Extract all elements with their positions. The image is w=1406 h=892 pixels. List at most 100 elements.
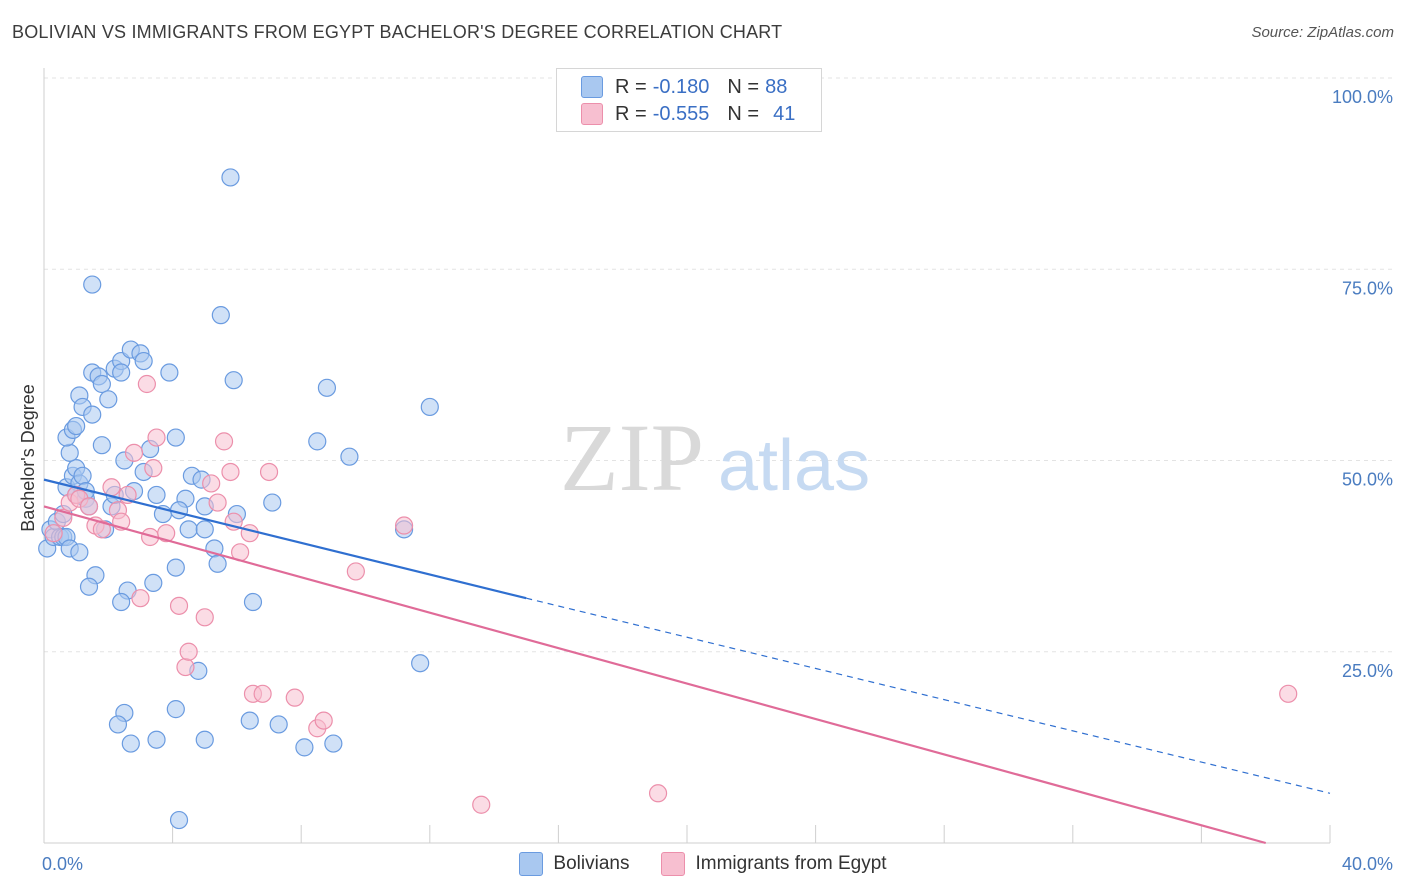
bolivian-trend-line [43,478,527,600]
egypt-point [253,684,272,703]
bottom-legend-swatch-pink [661,852,686,876]
bolivian-point [166,428,185,447]
bolivian-point [420,397,439,417]
egypt-point [648,784,668,803]
egypt-point [346,562,365,581]
bolivian-point [99,390,118,409]
bolivian-point [92,436,111,455]
legend-r-value: -0.180 [652,75,710,98]
bolivian-point [83,405,102,424]
bolivian-point [243,592,263,612]
bolivian-point [134,351,153,371]
bolivian-point [240,711,259,730]
bottom-legend-egypt[interactable]: Immigrants from Egypt [661,852,887,876]
y-axis-label: Bachelor's Degree [18,384,38,532]
legend-n-value: 88 [765,75,788,98]
bolivian-point [166,558,185,577]
watermark-atlas: atlas [718,426,870,506]
legend-row-egypt: R = -0.555 N = 41 [581,101,813,127]
x-tick-label: 40.0% [1342,854,1393,874]
egypt-point [102,478,121,497]
bolivian-point [208,554,227,573]
egypt-point [259,462,279,482]
legend-n-label: N = [727,102,760,125]
egypt-point [221,462,240,482]
bolivian-point [211,306,230,325]
egypt-point [79,497,99,516]
egypt-point [147,428,166,447]
bolivian-point [295,738,314,757]
bolivian-point [411,654,430,673]
legend-r-label: R = [615,75,647,98]
bolivian-point [73,466,92,485]
trend-layer [43,478,1331,845]
egypt-point [157,524,176,543]
egypt-point [240,524,259,543]
bolivian-point [169,501,189,520]
chart-title: BOLIVIAN VS IMMIGRANTS FROM EGYPT BACHEL… [12,22,783,42]
egypt-point [179,642,198,661]
bolivian-point [263,493,282,512]
y-tick-label: 50.0% [1342,470,1393,490]
egypt-point [202,474,221,493]
ticks-layer: 25.0% 50.0% 75.0% 100.0% 0.0% 40.0% [42,87,1393,874]
bolivian-point [308,432,327,451]
bolivian-point [67,416,86,436]
bolivian-point [121,734,140,753]
legend-n-label: N = [727,75,760,98]
egypt-trend-line [43,505,1266,845]
bolivian-point [112,363,131,382]
bolivian-point [70,543,89,562]
bolivian-point [79,577,99,596]
legend-swatch-blue [581,76,603,98]
bolivian-point [179,520,198,539]
chart-source: Source: ZipAtlas.com [1251,24,1394,41]
bolivian-point [147,485,166,505]
egypt-point [285,688,304,707]
egypt-point [144,459,163,478]
bolivian-point [324,734,343,753]
watermark-zip: ZIP [560,404,704,511]
legend-row-bolivians: R = -0.180 N = 88 [581,74,805,100]
legend-box: R = -0.180 N = 88 R = -0.555 N = 41 [556,68,822,132]
bottom-legend-swatch-blue [519,852,544,876]
egypt-point [176,657,195,677]
bolivian-point [195,730,214,749]
bolivian-point [269,715,288,734]
watermark: ZIP atlas [560,404,870,511]
axes-layer [43,68,1331,844]
legend-r-label: R = [615,102,647,125]
grid-layer [44,77,1392,653]
egypt-point [169,596,189,615]
legend-n-value: 41 [773,102,796,125]
bolivian-point [224,371,243,390]
bolivian-point [195,520,214,539]
egypt-point [195,608,214,627]
egypt-point [124,443,144,462]
egypt-point [208,493,227,512]
egypt-point [44,524,63,543]
y-tick-label: 75.0% [1342,278,1393,298]
bottom-legend: Bolivians Immigrants from Egypt [0,852,1406,876]
bolivian-point [169,810,189,830]
bolivian-point [147,730,166,749]
bolivian-trend-line-dashed [526,597,1331,794]
bottom-legend-label: Bolivians [553,853,630,874]
bolivian-point [144,573,163,593]
bolivian-point [108,715,128,734]
bolivian-point [92,374,111,394]
bolivian-point [340,447,359,466]
bolivian-point [112,592,131,612]
y-tick-label: 25.0% [1342,661,1393,681]
bottom-legend-bolivians[interactable]: Bolivians [519,852,629,876]
bolivian-point [166,700,185,719]
y-tick-label: 100.0% [1332,87,1393,107]
legend-swatch-pink [581,103,603,125]
egypt-point [394,516,414,535]
egypt-point [137,374,156,394]
bolivian-point [60,443,79,462]
egypt-point [314,711,333,730]
egypt-point [214,432,234,451]
bolivian-point [317,378,337,397]
